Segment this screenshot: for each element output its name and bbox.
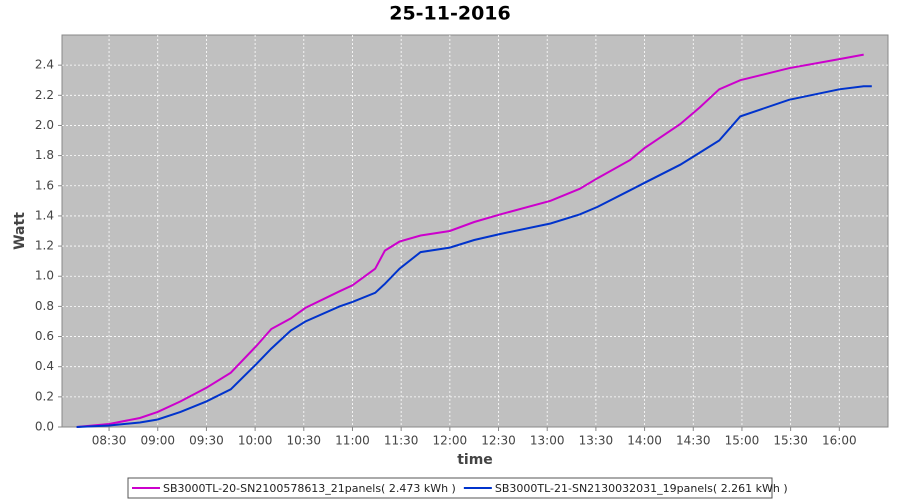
plot-area [61,34,889,428]
x-tick-label: 15:30 [773,434,808,448]
x-tick-label: 12:30 [481,434,516,448]
y-tick-label: 2.0 [35,118,54,132]
chart-title: 25-11-2016 [389,3,511,25]
y-axis-label: Watt [12,212,28,250]
y-tick-label: 1.4 [35,208,54,222]
x-tick-label: 12:00 [433,434,468,448]
x-tick-label: 11:30 [384,434,419,448]
x-tick-label: 11:00 [335,434,370,448]
y-tick-label: 0.6 [35,329,54,343]
y-tick-label: 1.2 [35,239,54,253]
series-line [76,85,872,428]
x-tick-label: 09:30 [189,434,224,448]
x-tick-label: 08:30 [92,434,127,448]
x-tick-label: 10:30 [286,434,321,448]
x-tick-label: 16:00 [822,434,857,448]
x-tick-label: 10:00 [238,434,273,448]
x-axis-label: time [457,452,493,468]
x-tick-label: 09:00 [140,434,175,448]
x-tick-label: 13:00 [530,434,565,448]
y-tick-label: 0.8 [35,299,54,313]
y-tick-label: 1.6 [35,178,54,192]
x-tick-label: 13:30 [579,434,614,448]
x-tick-label: 15:00 [725,434,760,448]
y-tick-label: 2.4 [35,58,54,72]
series-line [76,53,864,428]
legend-label: SB3000TL-20-SN2100578613_21panels( 2.473… [163,482,456,495]
y-tick-label: 2.2 [35,88,54,102]
y-tick-label: 0.4 [35,359,54,373]
x-tick-label: 14:30 [676,434,711,448]
legend-label: SB3000TL-21-SN2130032031_19panels( 2.261… [495,482,788,495]
y-tick-label: 1.8 [35,148,54,162]
y-tick-label: 0.0 [35,420,54,434]
x-tick-label: 14:00 [627,434,662,448]
y-tick-label: 1.0 [35,269,54,283]
y-tick-label: 0.2 [35,389,54,403]
legend [127,477,773,499]
